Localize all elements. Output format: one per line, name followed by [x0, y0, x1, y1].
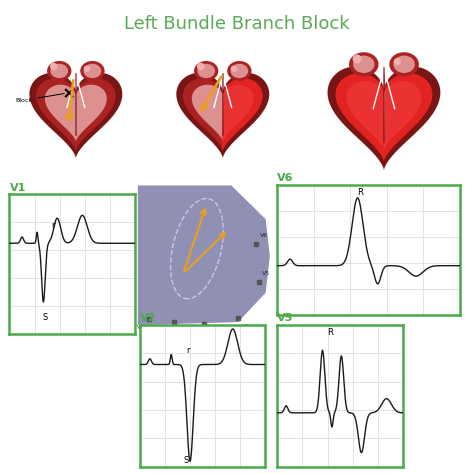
Circle shape: [198, 64, 204, 70]
Text: V2: V2: [140, 313, 156, 323]
Text: V2: V2: [161, 328, 170, 333]
Text: V4: V4: [242, 324, 250, 329]
Ellipse shape: [353, 55, 374, 73]
Text: V3: V3: [191, 330, 200, 335]
Text: S: S: [184, 456, 189, 465]
Polygon shape: [183, 78, 263, 151]
Polygon shape: [328, 67, 440, 170]
Polygon shape: [176, 73, 269, 158]
Polygon shape: [192, 85, 254, 142]
Polygon shape: [383, 62, 432, 162]
Ellipse shape: [230, 64, 248, 78]
Text: S: S: [42, 313, 47, 322]
Ellipse shape: [393, 55, 415, 73]
Text: V6: V6: [259, 233, 268, 238]
Ellipse shape: [47, 61, 72, 81]
Polygon shape: [346, 81, 421, 150]
Polygon shape: [36, 78, 116, 151]
Ellipse shape: [197, 64, 215, 78]
Polygon shape: [45, 85, 107, 142]
Circle shape: [231, 66, 236, 71]
Text: r: r: [186, 346, 190, 355]
Text: V1: V1: [137, 326, 145, 330]
Text: Block: Block: [15, 93, 64, 103]
Text: V5: V5: [262, 271, 270, 276]
Polygon shape: [138, 185, 270, 325]
Circle shape: [394, 59, 401, 64]
Circle shape: [353, 55, 361, 63]
Ellipse shape: [80, 61, 105, 81]
Circle shape: [51, 64, 57, 70]
Polygon shape: [29, 73, 122, 158]
Ellipse shape: [194, 61, 219, 81]
Text: r: r: [51, 221, 55, 230]
Ellipse shape: [389, 52, 419, 76]
Text: V1: V1: [9, 183, 26, 193]
Ellipse shape: [227, 61, 252, 81]
Polygon shape: [336, 62, 385, 157]
Text: V5: V5: [277, 313, 293, 323]
Text: R: R: [328, 328, 333, 337]
Text: R: R: [357, 188, 364, 197]
Ellipse shape: [349, 52, 379, 76]
Text: Left Bundle Branch Block: Left Bundle Branch Block: [124, 15, 350, 33]
Ellipse shape: [50, 64, 68, 78]
Ellipse shape: [83, 64, 101, 78]
Polygon shape: [336, 73, 432, 162]
Circle shape: [84, 66, 89, 71]
Text: V6: V6: [277, 173, 294, 183]
Polygon shape: [222, 69, 263, 151]
